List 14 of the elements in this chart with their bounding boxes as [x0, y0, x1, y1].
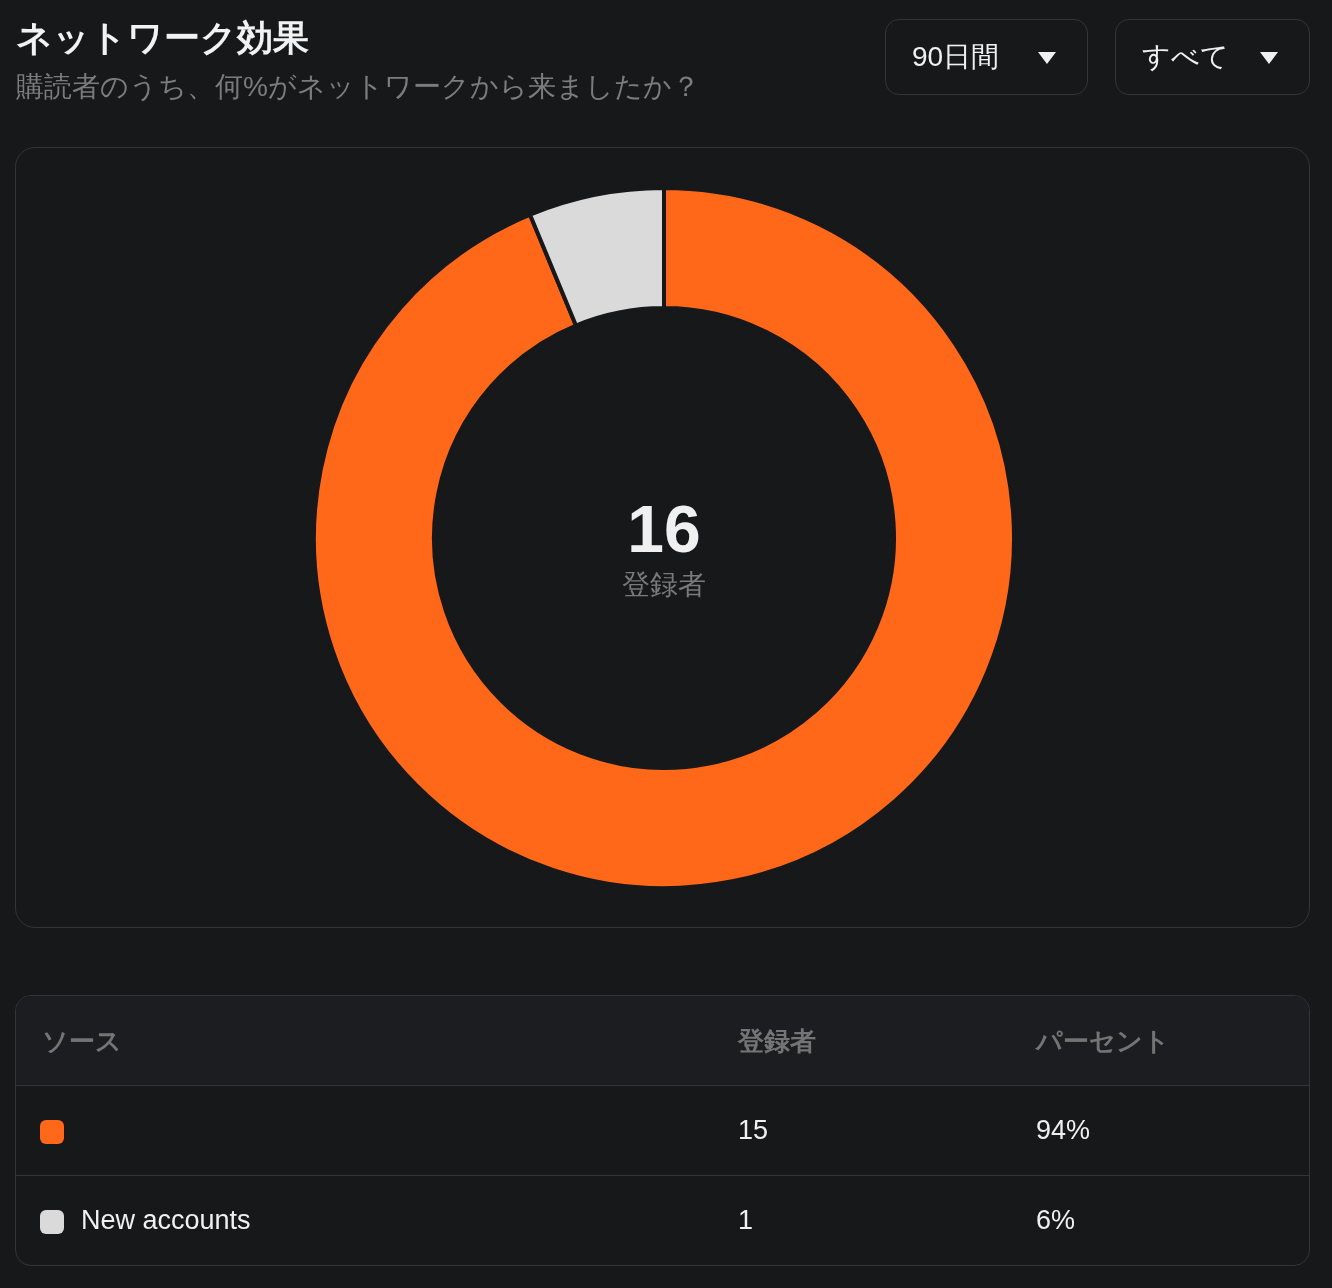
chart-title: ネットワーク効果 — [16, 16, 309, 60]
text: 16 — [627, 492, 701, 566]
dropdown: 90日間 — [885, 19, 1088, 95]
text: ソース — [42, 1025, 122, 1058]
legend-label: New accounts — [81, 1205, 251, 1236]
text: パーセント — [1036, 1025, 1170, 1058]
data-label: 15 — [738, 1115, 769, 1146]
data-label: 1 — [738, 1205, 754, 1236]
text: 登録者 — [738, 1025, 816, 1058]
text: 94% — [1036, 1115, 1091, 1146]
dropdown: すべて — [1115, 19, 1310, 95]
chart-subtitle: 購読者のうち、何%がネットワークから来ましたか？ — [16, 70, 700, 104]
text: 登録者 — [622, 569, 706, 600]
text: 6% — [1036, 1205, 1076, 1236]
